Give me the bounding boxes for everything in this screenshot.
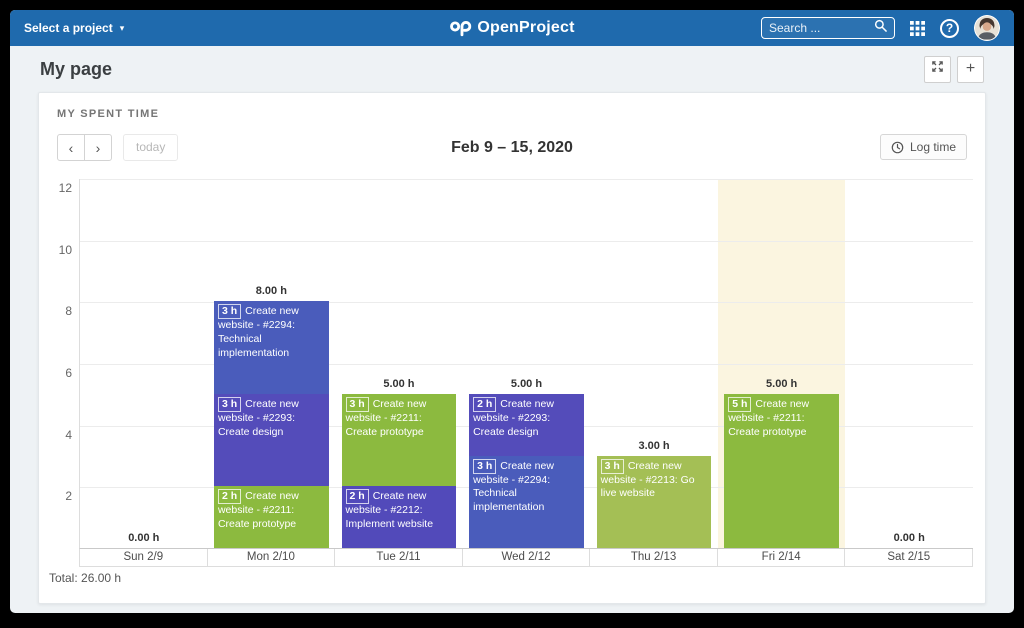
- time-entries-bar[interactable]: 5 hCreate new website - #2211: Create pr…: [724, 394, 839, 548]
- day-labels-row: Sun 2/9Mon 2/10Tue 2/11Wed 2/12Thu 2/13F…: [79, 549, 973, 567]
- hours-chip: 3 h: [218, 304, 241, 319]
- day-column: 2 hCreate new website - #2293: Create de…: [463, 179, 591, 548]
- avatar[interactable]: [974, 15, 1000, 41]
- day-total-label: 5.00 h: [718, 378, 846, 390]
- project-selector-label: Select a project: [24, 21, 113, 35]
- page-actions: +: [924, 56, 984, 83]
- day-total-label: 0.00 h: [845, 532, 973, 544]
- time-entry-segment[interactable]: 5 hCreate new website - #2211: Create pr…: [724, 394, 839, 548]
- time-entries-bar[interactable]: 3 hCreate new website - #2213: Go live w…: [597, 456, 712, 549]
- navbar-right-cluster: ?: [761, 15, 1000, 41]
- expand-icon: [931, 60, 944, 78]
- hours-chip: 3 h: [601, 459, 624, 474]
- openproject-logo[interactable]: OpenProject: [449, 15, 574, 42]
- global-search[interactable]: [761, 17, 895, 39]
- log-time-button[interactable]: Log time: [880, 134, 967, 160]
- day-label: Tue 2/11: [334, 549, 462, 566]
- log-time-label: Log time: [910, 140, 956, 154]
- help-icon[interactable]: ?: [940, 19, 959, 38]
- project-selector[interactable]: Select a project ▾: [24, 21, 124, 35]
- hours-chip: 2 h: [346, 489, 369, 504]
- app-window: Select a project ▾ OpenProject: [10, 10, 1014, 613]
- time-entry-segment[interactable]: 3 hCreate new website - #2294: Technical…: [469, 456, 584, 549]
- search-icon: [874, 19, 887, 37]
- calendar-controls: ‹ › today Feb 9 – 15, 2020 Log time: [57, 134, 967, 162]
- day-column: 3 hCreate new website - #2294: Technical…: [208, 179, 336, 548]
- time-entry-segment[interactable]: 3 hCreate new website - #2294: Technical…: [214, 301, 329, 394]
- page-title: My page: [40, 59, 112, 80]
- y-axis-tick-label: 2: [42, 489, 72, 503]
- day-column: 0.00 h: [80, 179, 208, 548]
- widget-title: MY SPENT TIME: [57, 108, 159, 120]
- time-entry-segment[interactable]: 3 hCreate new website - #2211: Create pr…: [342, 394, 457, 487]
- total-spent-time: Total: 26.00 h: [49, 571, 121, 585]
- day-label: Sun 2/9: [79, 549, 207, 566]
- page-header: My page +: [10, 46, 1014, 92]
- modules-grid-icon[interactable]: [910, 21, 925, 36]
- day-column: 5 hCreate new website - #2211: Create pr…: [718, 179, 846, 548]
- time-entry-segment[interactable]: 3 hCreate new website - #2213: Go live w…: [597, 456, 712, 549]
- day-label: Fri 2/14: [717, 549, 845, 566]
- openproject-logo-icon: [449, 15, 471, 42]
- hours-chip: 2 h: [218, 489, 241, 504]
- fullscreen-button[interactable]: [924, 56, 951, 83]
- day-column: 0.00 h: [845, 179, 973, 548]
- y-axis-tick-label: 4: [42, 428, 72, 442]
- day-total-label: 8.00 h: [208, 285, 336, 297]
- chevron-down-icon: ▾: [120, 24, 125, 33]
- hours-chip: 3 h: [218, 397, 241, 412]
- time-entry-segment[interactable]: 2 hCreate new website - #2211: Create pr…: [214, 486, 329, 548]
- time-entry-segment[interactable]: 2 hCreate new website - #2293: Create de…: [469, 394, 584, 456]
- time-entry-segment[interactable]: 2 hCreate new website - #2212: Implement…: [342, 486, 457, 548]
- y-axis-tick-label: 12: [42, 181, 72, 195]
- time-entry-segment[interactable]: 3 hCreate new website - #2293: Create de…: [214, 394, 329, 487]
- top-navbar: Select a project ▾ OpenProject: [10, 10, 1014, 46]
- y-axis-tick-label: 6: [42, 366, 72, 380]
- time-entries-bar[interactable]: 2 hCreate new website - #2293: Create de…: [469, 394, 584, 548]
- day-label: Mon 2/10: [207, 549, 335, 566]
- day-label: Wed 2/12: [462, 549, 590, 566]
- day-total-label: 3.00 h: [590, 440, 718, 452]
- day-column: 3 hCreate new website - #2213: Go live w…: [590, 179, 718, 548]
- clock-icon: [891, 141, 904, 154]
- search-input[interactable]: [769, 21, 874, 35]
- y-axis-tick-label: 8: [42, 304, 72, 318]
- add-widget-button[interactable]: +: [957, 56, 984, 83]
- day-total-label: 5.00 h: [335, 378, 463, 390]
- time-entries-bar[interactable]: 3 hCreate new website - #2211: Create pr…: [342, 394, 457, 548]
- day-label: Thu 2/13: [589, 549, 717, 566]
- day-total-label: 0.00 h: [80, 532, 208, 544]
- day-label: Sat 2/15: [844, 549, 973, 566]
- day-column: 3 hCreate new website - #2211: Create pr…: [335, 179, 463, 548]
- time-entries-bar[interactable]: 3 hCreate new website - #2294: Technical…: [214, 301, 329, 548]
- y-axis-tick-label: 10: [42, 243, 72, 257]
- hours-chip: 5 h: [728, 397, 751, 412]
- day-total-label: 5.00 h: [463, 378, 591, 390]
- my-spent-time-widget: MY SPENT TIME ‹ › today Feb 9 – 15, 2020…: [38, 92, 986, 604]
- hours-chip: 2 h: [473, 397, 496, 412]
- hours-chip: 3 h: [473, 459, 496, 474]
- period-title: Feb 9 – 15, 2020: [57, 134, 967, 161]
- plus-icon: +: [966, 60, 975, 78]
- chart-plot: 246810120.00 h3 hCreate new website - #2…: [79, 179, 973, 549]
- openproject-logo-text: OpenProject: [477, 19, 574, 37]
- spent-time-chart: 246810120.00 h3 hCreate new website - #2…: [79, 179, 973, 567]
- hours-chip: 3 h: [346, 397, 369, 412]
